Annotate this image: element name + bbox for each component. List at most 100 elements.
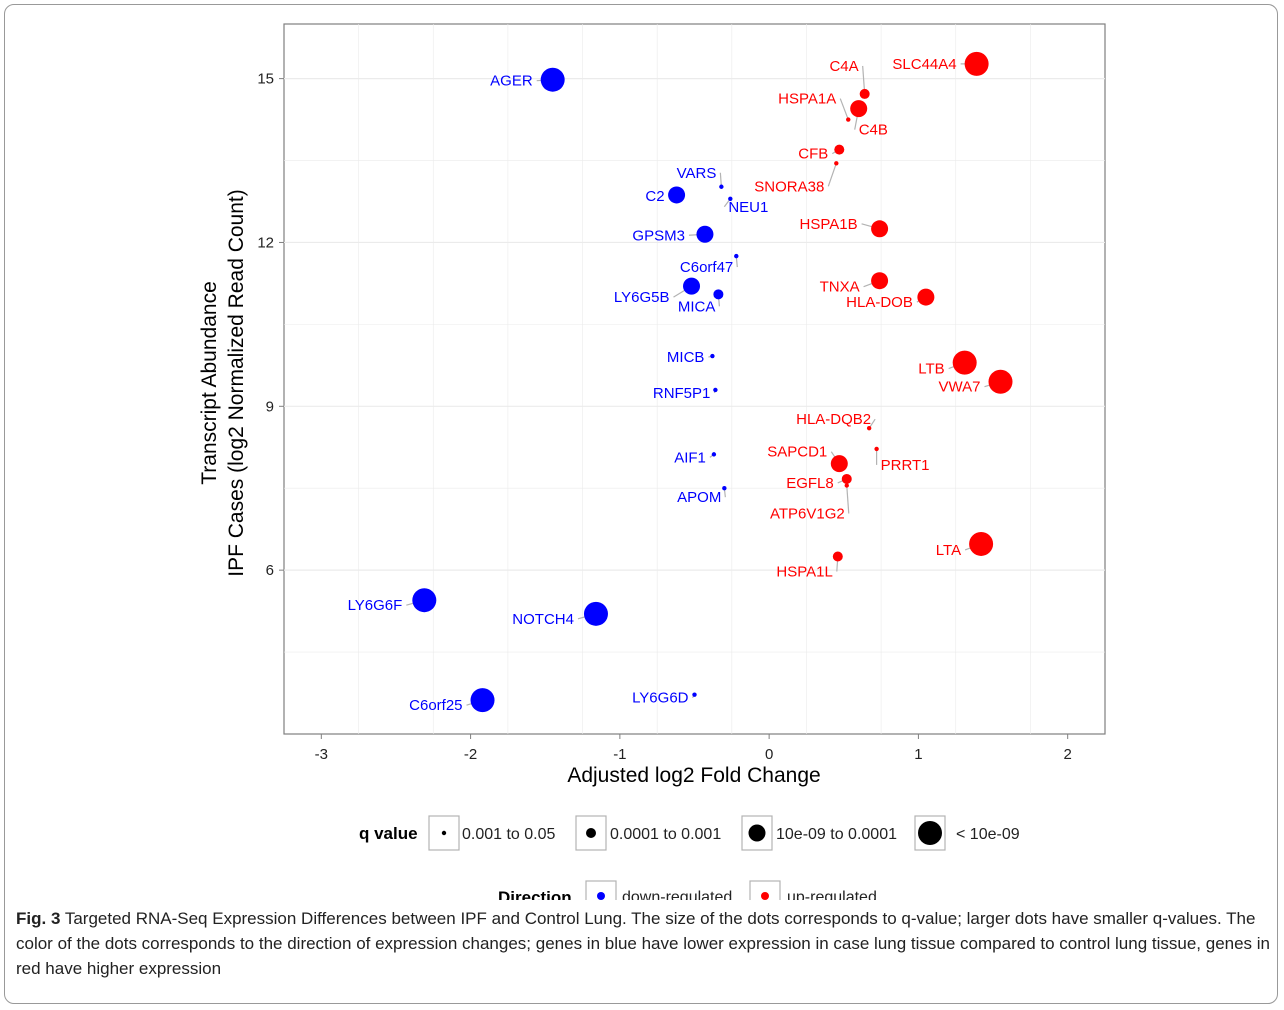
data-points [412,51,1013,713]
label-c6orf25: C6orf25 [409,697,462,714]
point-c6orf25 [470,688,495,713]
label-snora38: SNORA38 [754,178,824,195]
size-legend-key [428,815,460,851]
color-legend-title: Direction [498,888,572,900]
label-ager: AGER [490,73,533,90]
label-ly6g5b: LY6G5B [614,289,670,306]
label-vwa7: VWA7 [939,379,981,396]
size-legend-label: 10e-09 to 0.0001 [776,826,897,843]
point-sapcd1 [830,455,848,473]
label-lta: LTA [936,542,961,559]
point-gpsm3 [696,225,714,243]
figure-caption: Fig. 3 Targeted RNA-Seq Expression Diffe… [16,906,1270,981]
y-tick-label: 12 [257,234,274,251]
label-atp6v1g2: ATP6V1G2 [770,506,845,523]
point-ager [540,67,565,92]
label-hspa1b: HSPA1B [800,216,858,233]
size-legend-dot [748,824,766,842]
x-tick-label: -1 [613,746,626,763]
point-vars [719,184,724,189]
label-tnxa: TNXA [820,279,860,296]
label-c4b: C4B [859,122,888,139]
label-hspa1l: HSPA1L [776,564,832,581]
label-hla-dqb2: HLA-DQB2 [796,411,871,428]
size-legend-dot [918,821,942,845]
size-legend-label: 0.001 to 0.05 [462,826,556,843]
label-c4a: C4A [829,58,858,75]
color-legend-key [585,880,617,900]
point-c4a [859,88,870,99]
color-legend: Direction down-regulated up-regulated [498,880,877,900]
point-notch4 [583,601,608,626]
label-micb: MICB [667,349,705,366]
label-aif1: AIF1 [674,449,706,466]
point-labels: AGER C2 VARS NEU1 GPSM3 C6orf47 LY6G5B MICA MICB… [348,56,981,714]
point-mica [713,289,724,300]
x-tick-label: 2 [1064,746,1072,763]
label-neu1: NEU1 [728,199,768,216]
color-legend-key [749,880,781,900]
y-axis-ticks: 6 9 12 15 [257,71,284,579]
label-notch4: NOTCH4 [512,611,574,628]
leader-line [719,172,722,187]
color-legend-label: down-regulated [622,889,732,900]
scatter-chart: AGER C2 VARS NEU1 GPSM3 C6orf47 LY6G5B MICA MICB… [198,23,1106,900]
point-ly6g6d [692,692,697,697]
caption-label: Fig. 3 [16,909,61,928]
y-axis-label-line2: IPF Cases (log2 Normalized Read Count) [225,189,248,577]
label-ltb: LTB [918,361,944,378]
point-hla-dqb2 [866,425,872,431]
point-ly6g5b [683,277,701,295]
y-axis-label-line1: Transcript Abundance [198,281,221,485]
point-vwa7 [988,369,1013,394]
point-hspa1l [832,551,843,562]
size-legend-dot [441,830,447,836]
point-atp6v1g2 [844,483,849,488]
label-sapcd1: SAPCD1 [767,444,827,461]
x-tick-label: 0 [765,746,773,763]
y-tick-label: 9 [266,398,274,415]
label-rnf5p1: RNF5P1 [653,385,711,402]
x-tick-label: -3 [315,746,328,763]
point-micb [710,353,715,359]
point-hla-dob [917,288,935,306]
label-ly6g6f: LY6G6F [348,597,403,614]
label-ly6g6d: LY6G6D [632,690,689,707]
label-c6orf47: C6orf47 [680,259,733,276]
point-hspa1a [846,117,851,122]
point-snora38 [834,161,839,166]
point-c6orf47 [734,253,739,259]
point-ltb [952,350,977,375]
point-rnf5p1 [713,387,718,393]
size-legend-title: q value [359,824,418,843]
label-vars: VARS [677,165,717,182]
point-apom [722,486,727,491]
point-ly6g6f [412,588,437,613]
label-cfb: CFB [798,146,828,163]
grid-lines [284,24,1105,734]
size-legend-label: < 10e-09 [956,826,1020,843]
x-axis-label: Adjusted log2 Fold Change [567,764,820,787]
point-neu1 [728,196,733,201]
label-slc44a4: SLC44A4 [892,56,956,73]
size-legend-label: 0.0001 to 0.001 [610,826,721,843]
point-aif1 [711,452,717,457]
label-prrt1: PRRT1 [881,457,930,474]
label-egfl8: EGFL8 [786,475,834,492]
point-egfl8 [841,473,852,484]
point-tnxa [871,272,889,290]
size-legend-dot [586,828,596,838]
color-legend-label: up-regulated [787,889,877,900]
point-cfb [834,144,845,155]
x-axis-ticks: -3 -2 -1 0 1 2 [315,734,1072,763]
label-mica: MICA [678,298,716,315]
leader-line [839,98,849,120]
label-apom: APOM [677,489,721,506]
leader-line [827,163,837,187]
label-c2: C2 [645,188,664,205]
plot-panel [283,23,1106,735]
leader-line [846,485,850,514]
y-tick-label: 6 [266,562,274,579]
point-hspa1b [871,220,889,238]
size-legend: q value 0.001 to 0.05 0.0001 to 0.001 10e-… [359,815,1020,851]
